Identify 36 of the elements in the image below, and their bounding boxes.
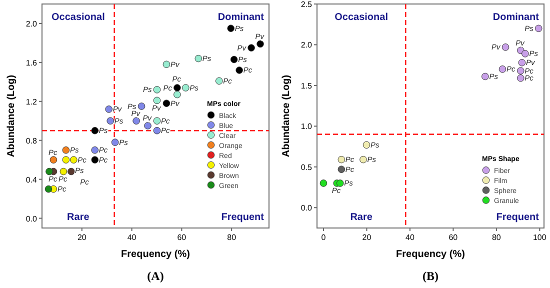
- x-tick-label: 60: [448, 233, 458, 242]
- annotation: Rare: [350, 212, 373, 223]
- x-tick-label: 0: [321, 233, 326, 242]
- y-tick-label: 1.5: [300, 81, 313, 90]
- y-tick-label: 2.0: [26, 19, 38, 28]
- x-tick-label: 40: [127, 233, 137, 242]
- x-tick-label: 40: [406, 233, 415, 242]
- x-axis-title: Frequency (%): [396, 249, 465, 260]
- x-tick-label: 20: [362, 233, 372, 242]
- y-tick-label: 0.0: [26, 214, 38, 224]
- y-tick-label: 1.2: [26, 97, 38, 106]
- y-tick-label: 0.8: [26, 136, 38, 146]
- y-tick-label: 0.5: [300, 162, 313, 172]
- y-tick-label: 1.6: [26, 58, 38, 68]
- text: (B): [422, 269, 438, 283]
- y-tick-label: 0.0: [300, 204, 313, 213]
- text: (A): [147, 269, 164, 283]
- annotation: Occasional: [51, 12, 106, 23]
- x-tick-label: 20: [77, 233, 87, 242]
- x-tick-label: 100: [532, 233, 547, 242]
- y-axis-title: Abundance (Log): [281, 74, 292, 158]
- x-tick-label: 80: [492, 233, 502, 242]
- annotation: Dominant: [492, 12, 540, 23]
- y-tick-label: 0.4: [26, 175, 38, 184]
- y-tick-label: 1.0: [300, 122, 313, 132]
- x-tick-label: 80: [227, 233, 237, 242]
- annotation: Frequent: [496, 212, 540, 223]
- annotation: Dominant: [218, 12, 265, 23]
- y-axis-title: Abundance (Log): [6, 74, 17, 158]
- y-tick-label: 2.5: [300, 0, 313, 9]
- annotation: Occasional: [334, 12, 388, 23]
- annotation: Frequent: [221, 212, 265, 223]
- y-tick-label: 2.0: [300, 40, 313, 50]
- x-tick-label: 60: [177, 233, 187, 242]
- x-axis-title: Frequency (%): [121, 249, 190, 260]
- annotation: Rare: [67, 212, 90, 223]
